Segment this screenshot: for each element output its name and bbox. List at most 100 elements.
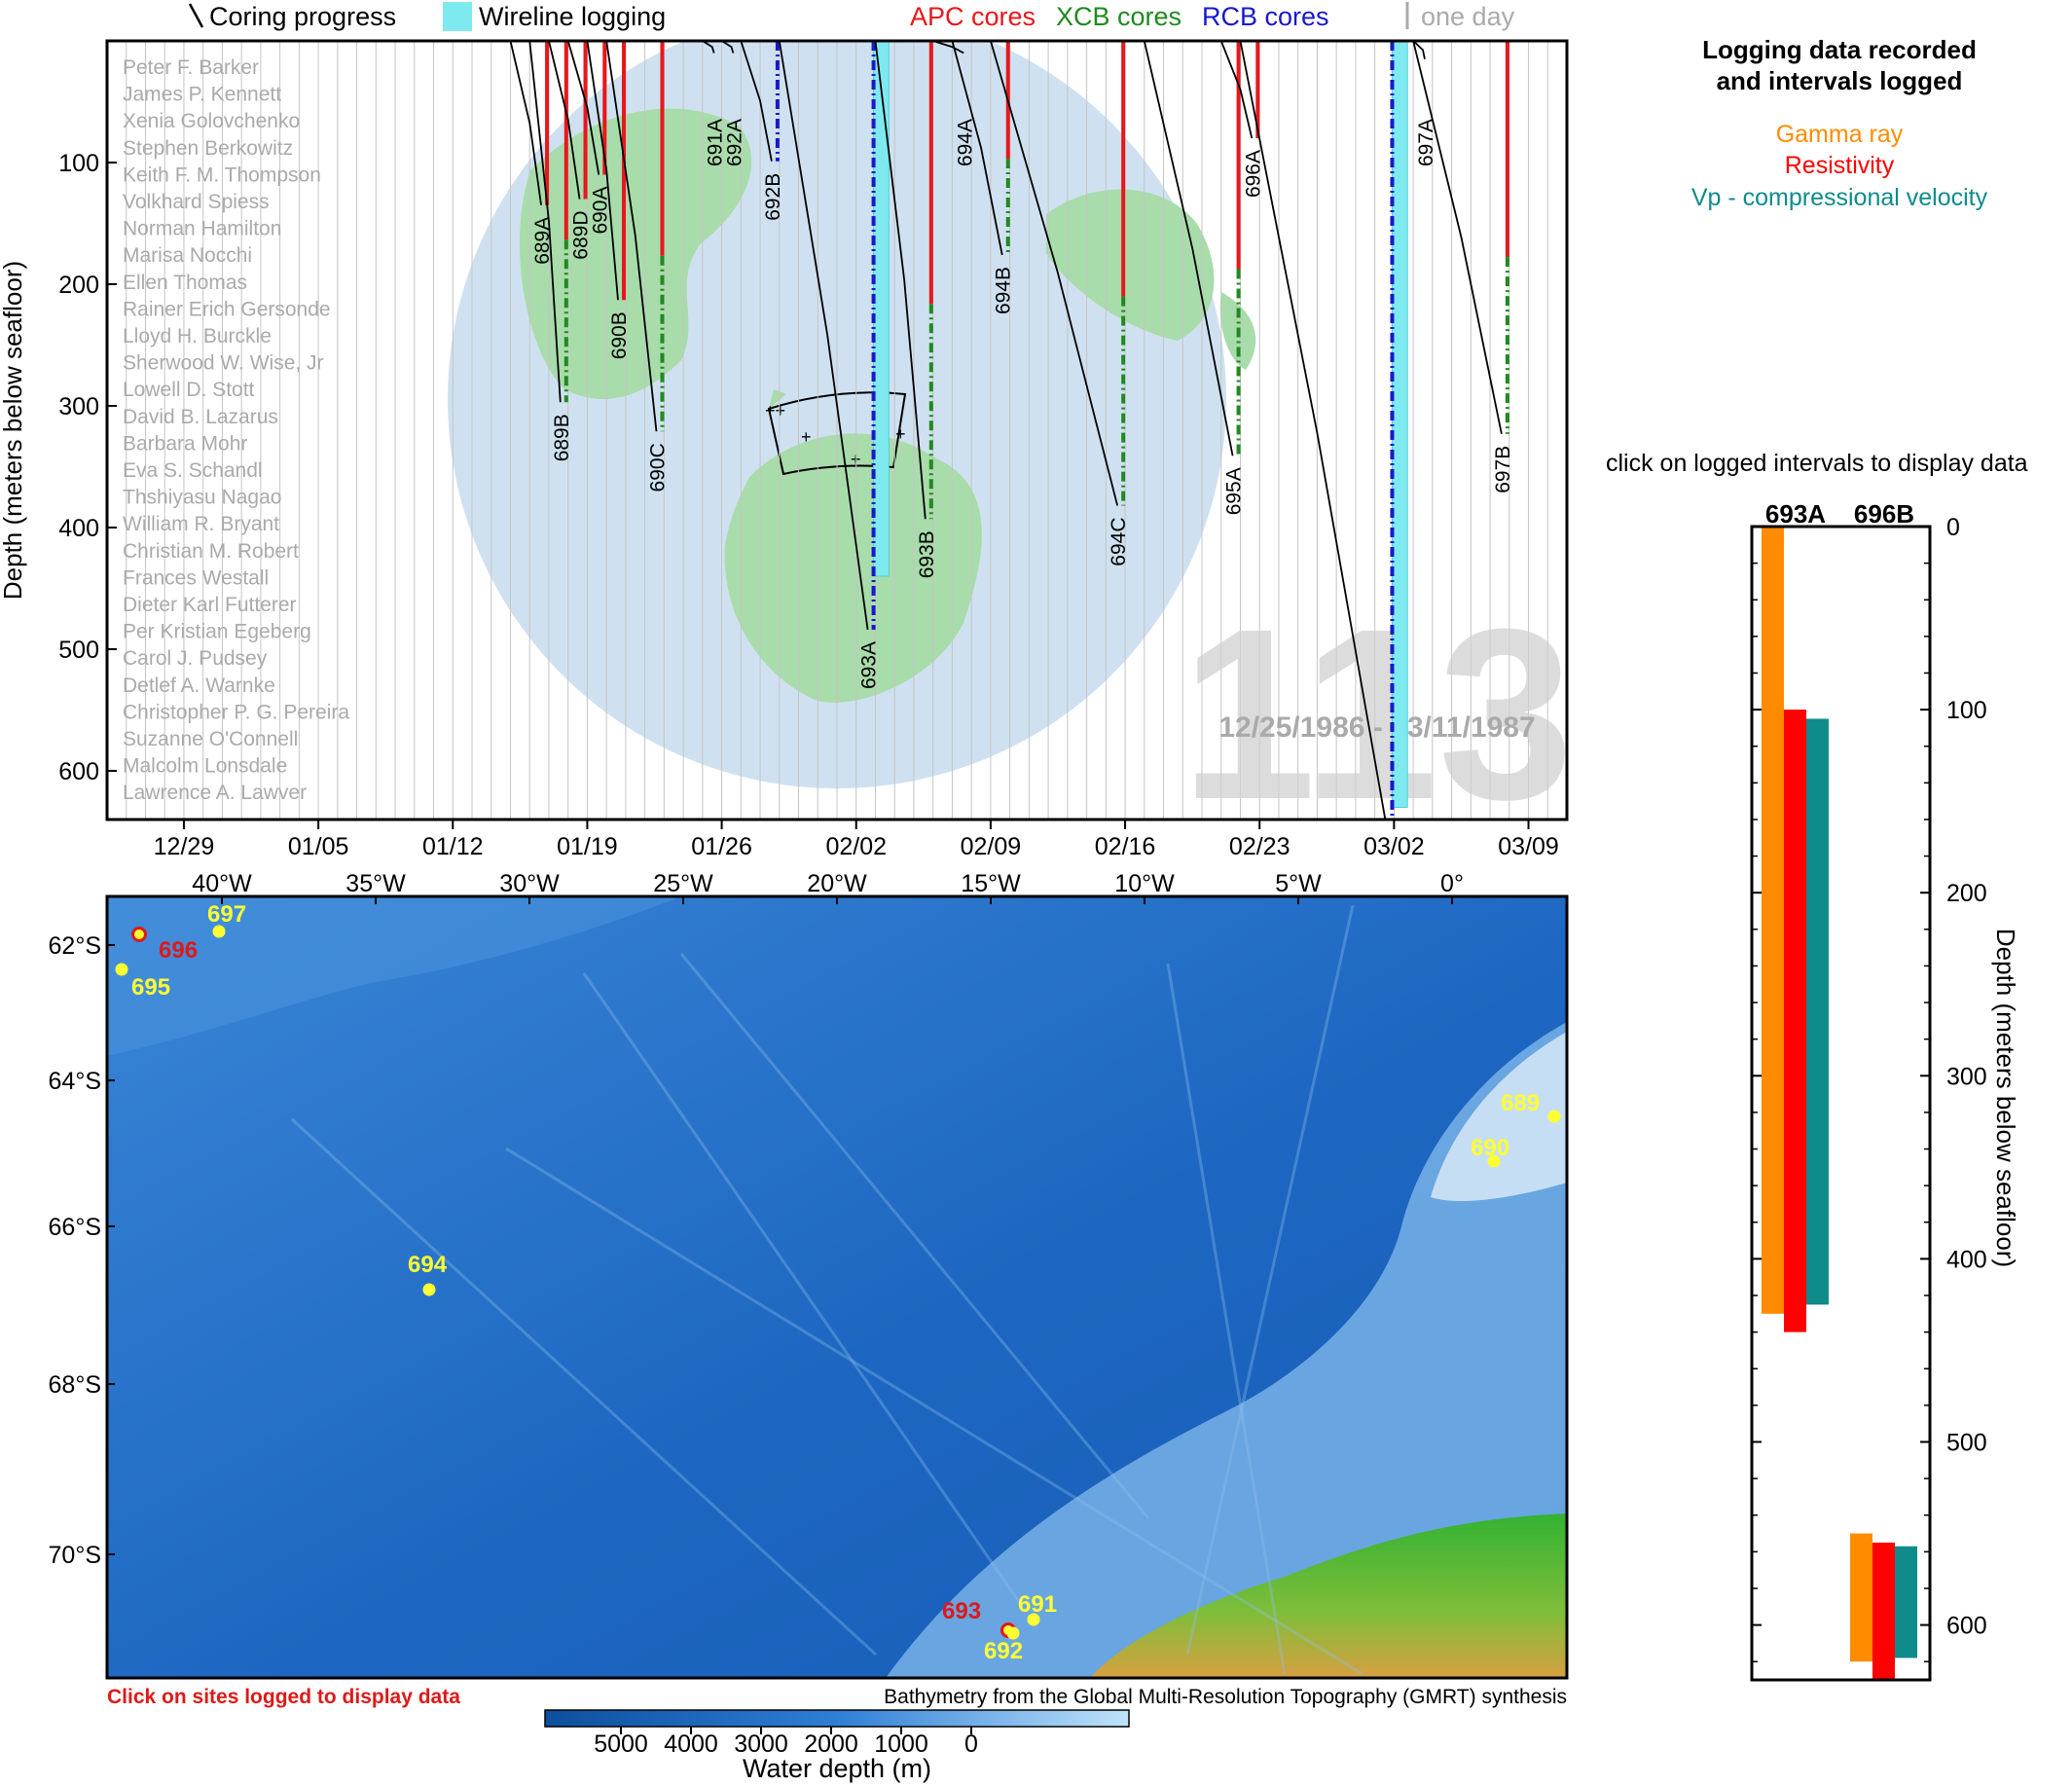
longitude-label: 20°W bbox=[807, 870, 867, 897]
site-marker bbox=[115, 963, 128, 976]
drill-site-697: 697 bbox=[207, 901, 246, 938]
log-y-tick-label: 500 bbox=[1946, 1429, 1987, 1456]
log-chart-y-axis: 0 100 200 300 400 500 600 bbox=[1752, 514, 1987, 1662]
map-credit: Bathymetry from the Global Multi-Resolut… bbox=[884, 1686, 1567, 1708]
x-tick-label: 03/09 bbox=[1498, 833, 1559, 860]
coring-progress-line bbox=[1412, 41, 1426, 59]
drill-sites[interactable]: 697 696 695 689 690 694 693 691 692 bbox=[115, 901, 1561, 1664]
party-member-name: Per Kristian Egeberg bbox=[123, 621, 311, 643]
party-member-name: Xenia Golovchenko bbox=[123, 110, 300, 132]
colorbar-tick-label: 5000 bbox=[594, 1731, 648, 1758]
hole-label: 691A bbox=[705, 119, 727, 166]
seafloor-lineation bbox=[290, 1117, 878, 1657]
site-marker bbox=[1006, 1626, 1020, 1640]
hole-label: 690A bbox=[589, 187, 611, 235]
party-member-name: Lloyd H. Burckle bbox=[123, 325, 272, 347]
continental-shelf-east bbox=[886, 1022, 1567, 1678]
hole-label: 694B bbox=[993, 267, 1015, 314]
drill-site-692: 692 bbox=[984, 1626, 1023, 1664]
logged-interval-bars[interactable] bbox=[1762, 527, 1917, 1680]
log-chart-hole-labels: 693A 696B bbox=[1765, 499, 1914, 529]
hole-label: 690C bbox=[646, 443, 669, 492]
site-label: 697 bbox=[207, 901, 246, 928]
party-member-name: Suzanne O'Connell bbox=[123, 728, 298, 750]
globe-site-cross: + bbox=[895, 424, 906, 444]
logged-interval-bar[interactable] bbox=[1895, 1546, 1917, 1658]
logged-interval-bar[interactable] bbox=[1762, 527, 1784, 1314]
site-marker bbox=[1487, 1154, 1501, 1168]
cruise-date-range: 12/25/1986 - 03/11/1987 bbox=[1218, 711, 1535, 744]
logging-legend-panel: Logging data recorded and intervals logg… bbox=[1606, 35, 2028, 477]
party-member-name: Eva S. Schandl bbox=[123, 459, 263, 482]
logged-interval-bar[interactable] bbox=[1872, 1542, 1895, 1680]
bathymetry-map: 697 696 695 689 690 694 693 691 692 40°W 35°W 30°W… bbox=[49, 870, 1569, 1783]
log-y-tick-label: 600 bbox=[1946, 1613, 1987, 1640]
coring-progress-line bbox=[548, 41, 581, 200]
party-member-name: Carol J. Pudsey bbox=[123, 647, 268, 670]
site-marker bbox=[1547, 1110, 1561, 1123]
logged-interval-bar[interactable] bbox=[1784, 710, 1806, 1332]
seafloor-lineation bbox=[1166, 963, 1287, 1675]
drill-site-695: 695 bbox=[115, 963, 170, 1001]
hole-label: 693A bbox=[858, 641, 881, 689]
y-tick-label: 600 bbox=[58, 758, 99, 785]
coring-progress-legend-line bbox=[188, 3, 204, 28]
coring-progress-line bbox=[702, 41, 715, 54]
coring-progress-line bbox=[605, 41, 658, 432]
hole-label: 692A bbox=[723, 119, 745, 166]
drill-site-690: 690 bbox=[1471, 1135, 1509, 1168]
antarctic-coast bbox=[1090, 1513, 1567, 1678]
day-gridlines bbox=[126, 41, 1548, 820]
latitude-label: 62°S bbox=[49, 932, 101, 960]
logged-interval-bar[interactable] bbox=[1806, 718, 1829, 1305]
colorbar-tick-label: 0 bbox=[964, 1731, 978, 1758]
party-member-name: Marisa Nocchi bbox=[123, 244, 252, 267]
top-chart-frame bbox=[105, 39, 1569, 821]
y-tick-label: 200 bbox=[58, 272, 99, 299]
longitude-label: 40°W bbox=[192, 870, 252, 897]
site-marker bbox=[212, 925, 226, 938]
colorbar-title: Water depth (m) bbox=[743, 1754, 931, 1783]
y-tick-label: 300 bbox=[58, 393, 99, 420]
legend-coring-progress: Coring progress bbox=[209, 2, 396, 31]
seafloor-lineation bbox=[1185, 904, 1355, 1656]
seafloor-lineation bbox=[679, 953, 1150, 1519]
top-y-axis-title: Depth (meters below seafloor) bbox=[0, 261, 27, 600]
logged-interval-bar[interactable] bbox=[1850, 1533, 1872, 1662]
coring-progress-line bbox=[778, 41, 869, 631]
party-member-name: Christian M. Robert bbox=[123, 540, 299, 563]
party-member-name: Norman Hamilton bbox=[123, 218, 281, 240]
hole-label: 693B bbox=[916, 530, 938, 578]
longitude-label: 10°W bbox=[1114, 870, 1175, 897]
party-member-name: James P. Kennett bbox=[123, 84, 281, 106]
depth-colorbar bbox=[544, 1709, 1130, 1728]
longitude-label: 35°W bbox=[345, 870, 406, 897]
site-label: 692 bbox=[984, 1638, 1023, 1664]
wireline-logging-interval bbox=[873, 41, 890, 577]
site-marker[interactable] bbox=[131, 927, 147, 942]
site-label[interactable]: 696 bbox=[159, 937, 198, 964]
logged-intervals-click-note: click on logged intervals to display dat… bbox=[1606, 450, 2028, 477]
party-member-name: Keith F. M. Thompson bbox=[123, 164, 321, 186]
coring-progress-line bbox=[932, 41, 964, 55]
x-tick-label: 12/29 bbox=[154, 833, 215, 860]
party-member-name: Volkhard Spiess bbox=[123, 191, 270, 213]
coring-progress-line bbox=[1239, 41, 1387, 820]
coring-progress-line bbox=[566, 41, 600, 175]
log-chart-frame bbox=[1750, 525, 1932, 1682]
party-member-name: Detlef A. Warnke bbox=[123, 674, 275, 697]
globe-site-cross: + bbox=[801, 427, 812, 447]
x-tick-label: 01/19 bbox=[557, 833, 618, 860]
map-latitude-labels: 62°S 64°S 66°S 68°S 70°S bbox=[49, 932, 115, 1569]
drill-site-696[interactable]: 696 bbox=[131, 927, 199, 965]
site-label: 690 bbox=[1471, 1135, 1509, 1161]
party-member-name: Peter F. Barker bbox=[123, 56, 259, 79]
seafloor-lineation bbox=[582, 972, 1024, 1607]
colorbar-tick-label: 2000 bbox=[804, 1731, 858, 1758]
top-legend: Coring progress Wireline logging APC cor… bbox=[188, 2, 1515, 31]
site-label[interactable]: 693 bbox=[942, 1598, 981, 1624]
site-marker bbox=[1027, 1613, 1040, 1626]
logged-intervals-chart: 0 100 200 300 400 500 600 693A 696B Depth (mete… bbox=[1750, 499, 2020, 1682]
coring-progress-line bbox=[874, 41, 927, 520]
